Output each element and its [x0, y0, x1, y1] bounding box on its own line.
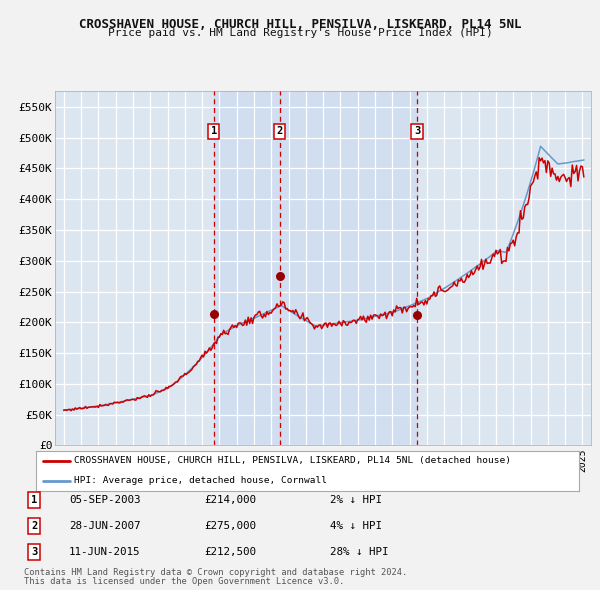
Text: 3: 3: [414, 126, 420, 136]
Text: £212,500: £212,500: [204, 548, 256, 557]
Text: 2% ↓ HPI: 2% ↓ HPI: [330, 496, 382, 505]
Bar: [214, 91, 280, 445]
Text: HPI: Average price, detached house, Cornwall: HPI: Average price, detached house, Corn…: [74, 476, 327, 486]
Text: CROSSHAVEN HOUSE, CHURCH HILL, PENSILVA, LISKEARD, PL14 5NL: CROSSHAVEN HOUSE, CHURCH HILL, PENSILVA,…: [79, 18, 521, 31]
Text: CROSSHAVEN HOUSE, CHURCH HILL, PENSILVA, LISKEARD, PL14 5NL (detached house): CROSSHAVEN HOUSE, CHURCH HILL, PENSILVA,…: [74, 456, 511, 466]
Text: 28-JUN-2007: 28-JUN-2007: [69, 522, 140, 531]
Text: Contains HM Land Registry data © Crown copyright and database right 2024.: Contains HM Land Registry data © Crown c…: [24, 568, 407, 577]
Text: £275,000: £275,000: [204, 522, 256, 531]
Text: 2: 2: [277, 126, 283, 136]
Text: 1: 1: [211, 126, 217, 136]
Bar: [280, 91, 417, 445]
Text: Price paid vs. HM Land Registry's House Price Index (HPI): Price paid vs. HM Land Registry's House …: [107, 28, 493, 38]
Text: 3: 3: [31, 548, 37, 557]
Text: 4% ↓ HPI: 4% ↓ HPI: [330, 522, 382, 531]
Text: 2: 2: [31, 522, 37, 531]
Text: 28% ↓ HPI: 28% ↓ HPI: [330, 548, 389, 557]
Text: 05-SEP-2003: 05-SEP-2003: [69, 496, 140, 505]
Text: 11-JUN-2015: 11-JUN-2015: [69, 548, 140, 557]
Text: £214,000: £214,000: [204, 496, 256, 505]
Text: This data is licensed under the Open Government Licence v3.0.: This data is licensed under the Open Gov…: [24, 578, 344, 586]
Text: 1: 1: [31, 496, 37, 505]
